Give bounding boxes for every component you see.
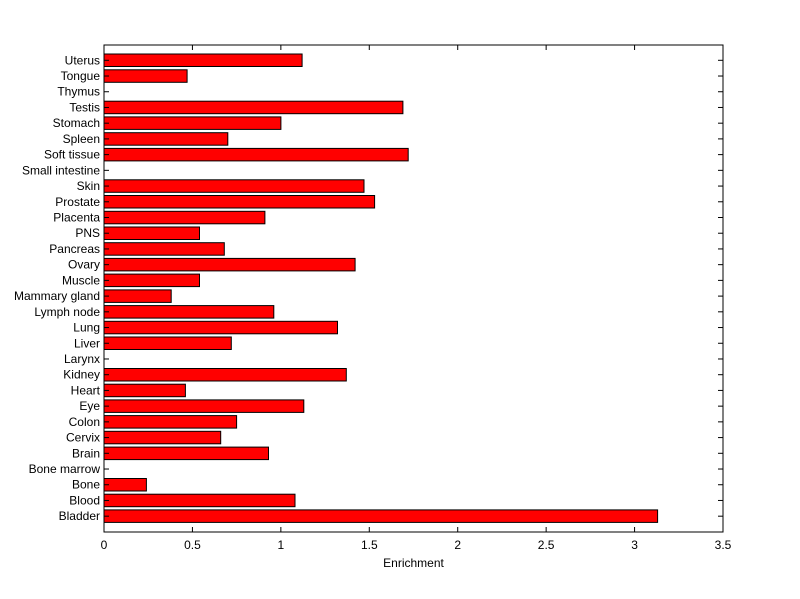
y-tick-label: Bone marrow: [29, 462, 101, 476]
bar-lung: [103, 320, 338, 335]
bar-liver: [103, 336, 232, 350]
y-tick-label: Colon: [69, 415, 100, 429]
y-tick-label: Tongue: [61, 69, 101, 83]
y-tick-label: Spleen: [63, 132, 100, 146]
bar-lymph-node: [103, 305, 275, 319]
x-tick-label: 3.5: [715, 538, 732, 552]
bar-ovary: [103, 257, 356, 272]
y-tick-label: Larynx: [64, 352, 100, 366]
x-tick-labels: 0 0.5 1 1.5 2 2.5 3 3.5: [101, 538, 732, 552]
y-tick-label: Uterus: [65, 53, 100, 67]
y-tick-label: Muscle: [62, 273, 100, 287]
y-tick-label: Skin: [77, 179, 100, 193]
y-tick-label: Thymus: [57, 85, 100, 99]
x-tick-label: 2.5: [538, 538, 555, 552]
y-tick-label: Small intestine: [22, 163, 100, 177]
y-tick-label: Cervix: [66, 431, 100, 445]
y-tick-label: Heart: [71, 383, 101, 397]
bar-brain: [103, 446, 269, 461]
bar-spleen: [103, 132, 229, 146]
bars-group: [103, 53, 659, 523]
x-tick-label: 0: [101, 538, 108, 552]
bar-colon: [103, 415, 238, 429]
bar-eye: [103, 399, 305, 413]
bar-muscle: [103, 273, 200, 288]
plot-frame: [103, 44, 724, 533]
bar-tongue: [103, 69, 188, 83]
bar-heart: [103, 383, 186, 398]
bar-kidney: [103, 368, 347, 382]
bar-prostate: [103, 195, 376, 209]
bar-cervix: [103, 430, 222, 445]
y-tick-label: Stomach: [53, 116, 100, 130]
y-tick-label: Soft tissue: [44, 148, 100, 162]
bar-testis: [103, 100, 404, 115]
bar-soft-tissue: [103, 147, 409, 162]
y-tick-label: Testis: [69, 100, 100, 114]
y-tick-label: Pancreas: [49, 242, 100, 256]
y-tick-label: Bladder: [59, 509, 100, 523]
bar-stomach: [103, 116, 282, 130]
bar-uterus: [103, 53, 303, 67]
y-tick-label: PNS: [75, 226, 100, 240]
x-tick-label: 1: [278, 538, 285, 552]
y-tick-label: Mammary gland: [14, 289, 100, 303]
x-tick-label: 2: [454, 538, 461, 552]
bar-mammary-gland: [103, 289, 172, 303]
y-tick-label: Eye: [79, 399, 100, 413]
bar-blood: [103, 493, 296, 508]
bar-bladder: [103, 509, 659, 523]
bar-bone: [103, 478, 147, 492]
bar-pancreas: [103, 242, 225, 256]
y-tick-label: Liver: [74, 336, 100, 350]
y-tick-label: Bone: [72, 478, 100, 492]
y-tick-label: Lung: [73, 321, 100, 335]
y-tick-label: Prostate: [55, 195, 100, 209]
x-tick-label: 1.5: [361, 538, 378, 552]
y-tick-label: Kidney: [63, 368, 100, 382]
y-tick-label: Ovary: [68, 258, 100, 272]
x-tick-label: 0.5: [184, 538, 201, 552]
bar-placenta: [103, 210, 266, 225]
y-tick-label: Brain: [72, 446, 100, 460]
x-axis-label: Enrichment: [383, 556, 444, 570]
y-tick-label: Lymph node: [34, 305, 100, 319]
y-tick-label: Blood: [69, 493, 100, 507]
x-tick-label: 3: [631, 538, 638, 552]
bar-skin: [103, 179, 365, 193]
y-tick-label: Placenta: [53, 211, 100, 225]
bar-pns: [103, 226, 200, 240]
